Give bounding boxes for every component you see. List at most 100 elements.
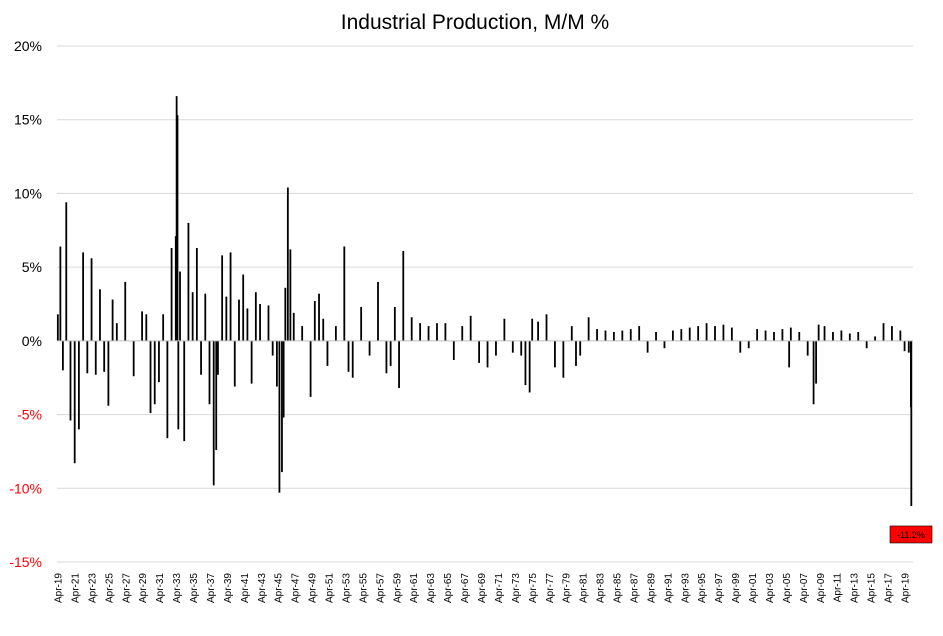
- bar: [486, 340, 489, 368]
- x-tick-label: Apr-27: [121, 573, 132, 603]
- bar: [69, 340, 72, 421]
- bar: [179, 271, 181, 341]
- bar: [511, 340, 514, 353]
- bar: [282, 340, 285, 418]
- bar: [503, 318, 506, 341]
- annotation: -11.2%: [889, 525, 933, 544]
- bar: [613, 332, 615, 341]
- x-tick-label: Apr-91: [663, 573, 674, 603]
- bar: [402, 250, 405, 341]
- bar: [393, 306, 396, 341]
- bar: [739, 340, 742, 353]
- x-tick-label: Apr-55: [358, 573, 369, 603]
- bar: [281, 340, 283, 473]
- bar: [99, 289, 101, 341]
- x-tick-label: Apr-35: [189, 573, 200, 603]
- bar: [187, 222, 190, 341]
- bar: [271, 340, 274, 356]
- x-tick-label: Apr-03: [765, 573, 776, 603]
- bar: [806, 340, 809, 356]
- y-tick-label: 5%: [22, 259, 42, 275]
- bar: [865, 340, 868, 349]
- bar: [94, 340, 97, 375]
- x-tick-label: Apr-63: [426, 573, 437, 603]
- bar: [531, 318, 534, 341]
- bar: [747, 340, 750, 349]
- bar: [621, 330, 624, 341]
- x-tick-label: Apr-57: [375, 573, 386, 603]
- x-tick-label: Apr-47: [291, 573, 302, 603]
- x-tick-label: Apr-97: [714, 573, 725, 603]
- bar: [158, 340, 160, 383]
- bar: [242, 274, 245, 341]
- x-tick-label: Apr-23: [87, 573, 98, 603]
- bar: [764, 330, 767, 341]
- bar: [832, 332, 834, 341]
- x-tick-label: Apr-33: [172, 573, 183, 603]
- bar: [444, 323, 447, 341]
- bar: [286, 187, 289, 341]
- x-tick-label: Apr-79: [562, 573, 573, 603]
- bar: [61, 340, 64, 371]
- bar: [629, 329, 632, 341]
- x-tick-label: Apr-07: [799, 573, 810, 603]
- bar: [730, 327, 733, 341]
- bar: [714, 326, 716, 341]
- bar: [436, 323, 438, 341]
- bar: [575, 340, 577, 366]
- bar: [368, 340, 371, 356]
- bar: [208, 340, 211, 405]
- bar: [132, 340, 135, 377]
- bar: [604, 330, 607, 341]
- bar: [398, 340, 400, 389]
- x-tick-label: Apr-45: [274, 573, 285, 603]
- bar: [360, 306, 363, 341]
- bar: [680, 329, 683, 341]
- x-tick-label: Apr-09: [816, 573, 827, 603]
- bar: [107, 340, 110, 406]
- bar: [798, 332, 801, 341]
- bar: [773, 332, 775, 341]
- bar: [579, 340, 582, 356]
- bar: [520, 340, 523, 356]
- x-tick-label: Apr-49: [308, 573, 319, 603]
- bar: [537, 321, 539, 341]
- x-tick-label: Apr-31: [155, 573, 166, 603]
- y-tick-label: -10%: [9, 480, 42, 496]
- bar: [229, 252, 232, 341]
- bar: [145, 314, 148, 341]
- annotation-label: -11.2%: [897, 530, 925, 540]
- bar: [351, 340, 354, 378]
- bar: [823, 326, 826, 341]
- x-tick-label: Apr-99: [731, 573, 742, 603]
- bar: [756, 329, 759, 341]
- bar: [788, 340, 791, 368]
- bar: [322, 318, 325, 341]
- x-tick-label: Apr-11: [833, 573, 844, 603]
- bar: [452, 340, 455, 361]
- x-tick-label: Apr-69: [477, 573, 488, 603]
- bar: [596, 329, 598, 341]
- bar: [309, 340, 312, 397]
- bar: [419, 323, 422, 341]
- bar: [153, 340, 156, 405]
- bar: [347, 340, 350, 372]
- bar: [56, 314, 59, 341]
- bar: [812, 340, 815, 405]
- x-tick-label: Apr-67: [460, 573, 471, 603]
- y-tick-label: 10%: [14, 185, 42, 201]
- bar: [817, 324, 820, 341]
- bar: [389, 340, 392, 366]
- bar: [899, 330, 902, 341]
- bar: [789, 327, 792, 341]
- bar: [857, 332, 860, 341]
- bar: [688, 327, 691, 341]
- bar: [204, 293, 207, 341]
- bar: [90, 258, 93, 341]
- bar: [191, 292, 194, 341]
- bar: [176, 115, 179, 341]
- bar: [59, 246, 62, 341]
- bar: [562, 340, 565, 378]
- bar: [278, 340, 281, 493]
